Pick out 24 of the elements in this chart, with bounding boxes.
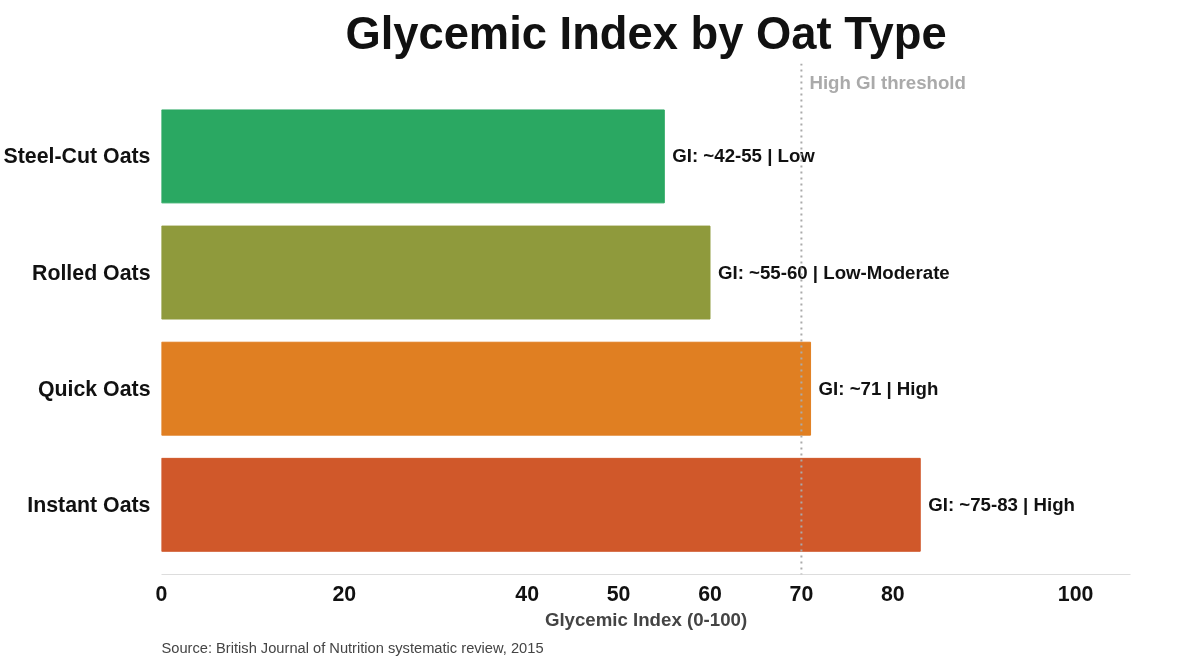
x-axis-title: Glycemic Index (0-100) <box>544 608 748 630</box>
data-label: GI: ~75-83 | High <box>928 493 1075 515</box>
bar <box>161 457 921 552</box>
bar <box>161 341 812 436</box>
x-tick-label: 70 <box>789 581 814 606</box>
data-label: GI: ~55-60 | Low-Moderate <box>717 261 950 283</box>
x-tick-label: 80 <box>880 581 905 606</box>
x-tick-label: 0 <box>155 581 168 606</box>
y-tick-label: Instant Oats <box>27 492 151 517</box>
x-tick-label: 50 <box>606 581 631 606</box>
x-tick-label: 100 <box>1057 581 1094 606</box>
chart-title: Glycemic Index by Oat Type <box>345 7 947 59</box>
data-label: GI: ~42-55 | Low <box>672 145 816 167</box>
y-tick-label: Steel-Cut Oats <box>3 144 151 169</box>
x-tick-label: 60 <box>698 581 722 606</box>
data-label: GI: ~71 | High <box>818 377 939 399</box>
y-tick-label: Quick Oats <box>37 376 151 401</box>
ref-line-label: High GI threshold <box>809 71 966 93</box>
source-note: Source: British Journal of Nutrition systematic review, 2015 <box>161 639 544 656</box>
x-tick-label: 20 <box>332 581 357 606</box>
y-tick-label: Rolled Oats <box>31 260 151 285</box>
bar <box>161 109 665 204</box>
x-tick-label: 40 <box>515 581 540 606</box>
bar <box>161 225 711 320</box>
